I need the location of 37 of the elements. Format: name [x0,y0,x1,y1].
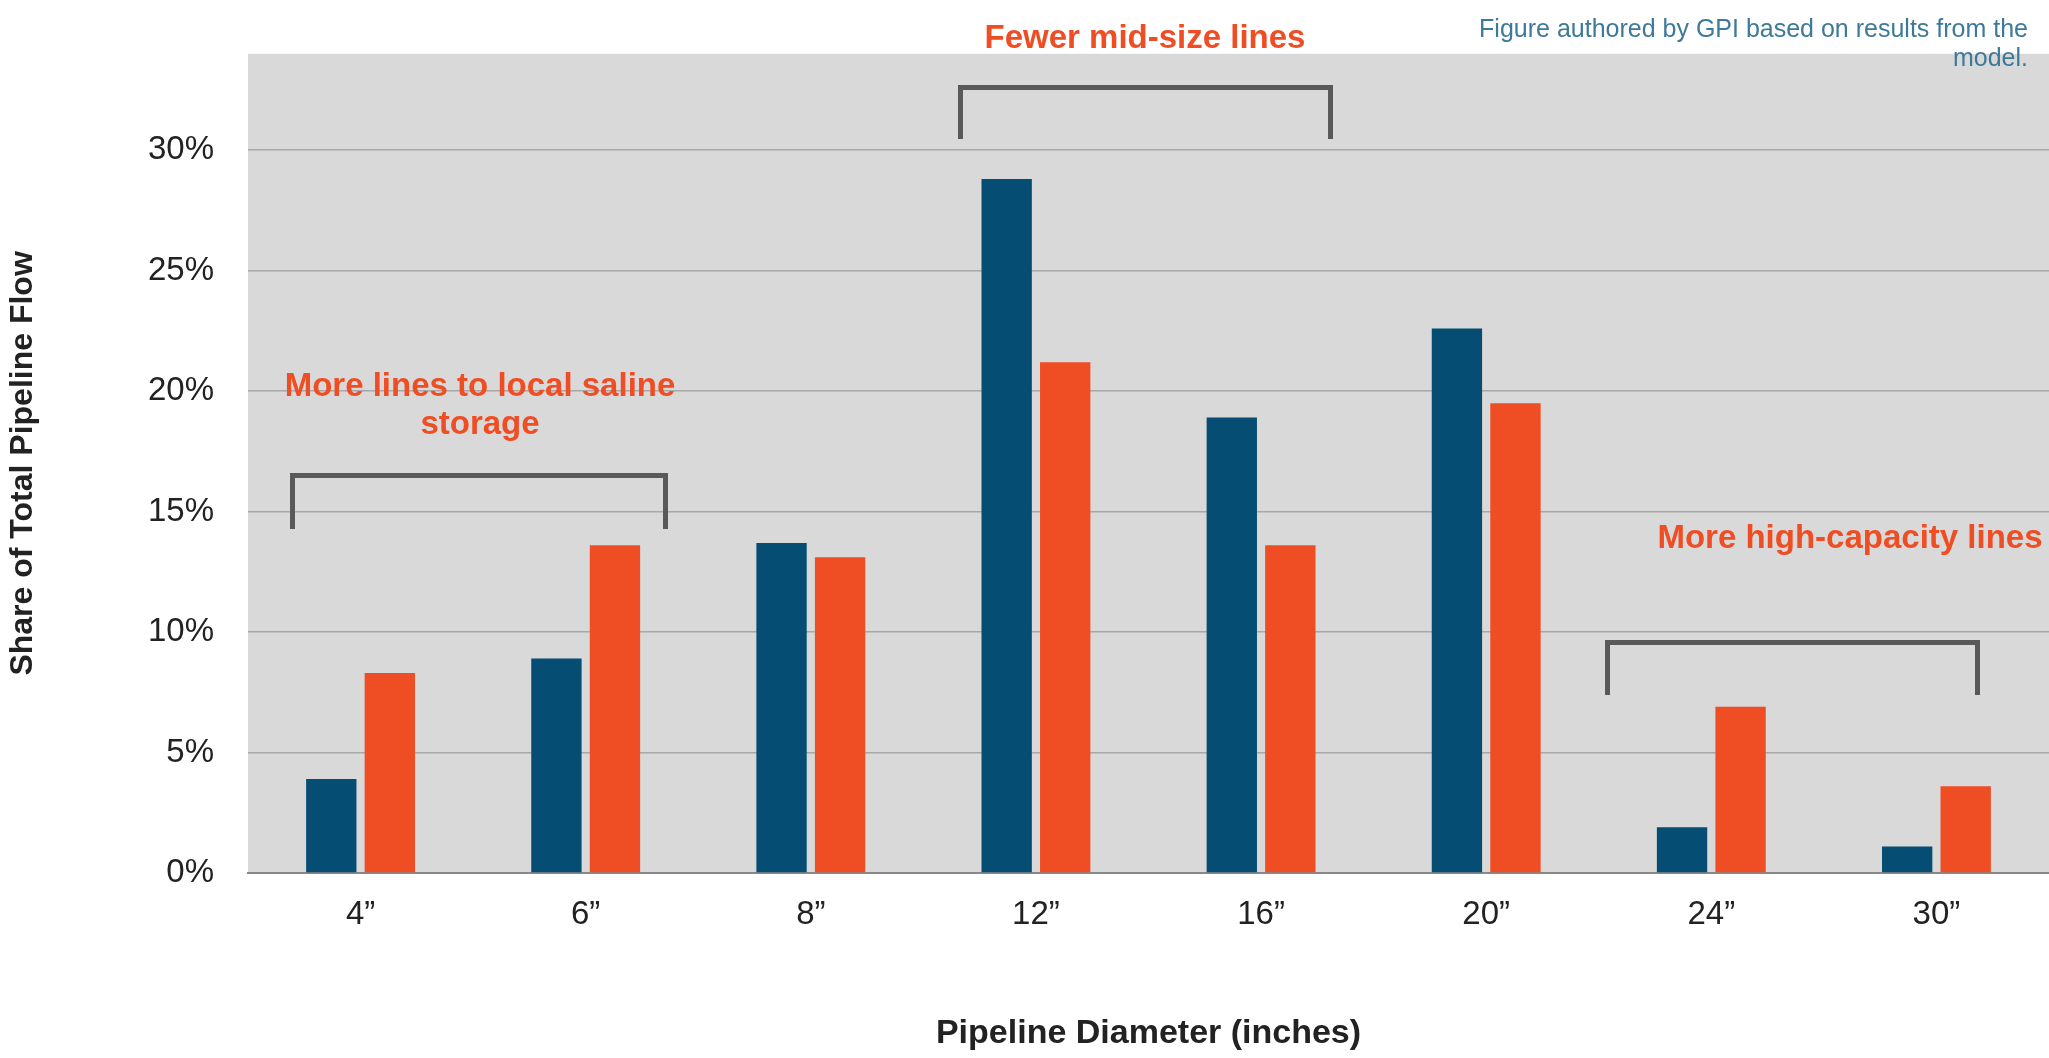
bar [1656,827,1708,873]
y-tick-label: 15% [147,490,214,528]
y-tick-label: 5% [166,731,214,769]
bar [1206,417,1257,873]
annotation: Fewer mid-size lines [983,18,1307,56]
bar [1882,846,1933,873]
bar [756,542,807,873]
x-tick-label: 12” [1012,893,1060,931]
x-tick-label: 4” [345,893,376,931]
y-tick-label: 30% [147,129,214,167]
bar [1431,328,1483,873]
annotation: More high-capacity lines [1656,518,2044,556]
bar [1715,706,1766,873]
bar [589,545,641,873]
bar [531,658,582,873]
bar [1940,786,1991,873]
x-tick-label: 8” [796,893,826,931]
annotation: More lines to local saline storage [283,366,677,442]
y-axis-title: Share of Total Pipeline Flow [3,251,40,676]
bar [1040,362,1091,873]
annotation: Figure authored by GPI based on results from the model. [1478,14,2028,72]
x-axis-title: Pipeline Diameter (inches) [935,1011,1362,1050]
bar [1490,403,1541,873]
bar [814,557,866,873]
y-tick-label: 20% [147,370,214,408]
x-tick-label: 16” [1237,893,1285,931]
y-tick-label: 10% [147,611,214,649]
x-tick-label: 6” [571,893,601,931]
bar [1265,545,1316,873]
x-tick-label: 30” [1912,893,1961,931]
bar [364,673,415,873]
bar [306,779,357,873]
y-tick-label: 25% [147,249,214,287]
x-tick-label: 24” [1687,893,1736,931]
bar [981,179,1032,873]
y-tick-label: 0% [166,852,214,890]
x-tick-label: 20” [1462,893,1511,931]
